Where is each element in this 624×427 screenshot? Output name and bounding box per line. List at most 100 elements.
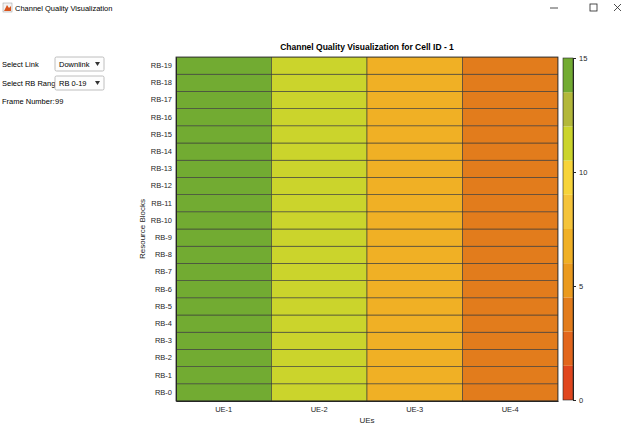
y-tick: RB-17 — [151, 95, 176, 104]
y-tick-label: RB-12 — [151, 181, 172, 190]
x-axis-title: UEs — [359, 416, 374, 425]
cell — [272, 74, 368, 91]
cell — [272, 246, 368, 263]
cell — [463, 212, 559, 229]
cell — [463, 160, 559, 177]
y-tick: RB-4 — [155, 319, 176, 328]
y-tick: RB-14 — [151, 147, 176, 156]
cell — [367, 281, 463, 298]
cell — [463, 57, 559, 74]
dropdown[interactable]: Downlink — [55, 57, 104, 71]
x-tick: UE-1 — [215, 401, 232, 414]
cell — [463, 229, 559, 246]
cell — [463, 349, 559, 366]
cell — [176, 177, 272, 194]
cell — [272, 315, 368, 332]
y-tick: RB-10 — [151, 216, 176, 225]
cell — [176, 160, 272, 177]
cell — [463, 246, 559, 263]
dropdown-value[interactable]: RB 0-19 — [59, 79, 87, 88]
dropdown-value[interactable]: Downlink — [59, 60, 90, 69]
y-tick-label: RB-10 — [151, 216, 172, 225]
y-tick-label: RB-11 — [151, 199, 172, 208]
y-tick: RB-5 — [155, 302, 176, 311]
cell — [176, 298, 272, 315]
x-tick: UE-2 — [311, 401, 328, 414]
dropdown-arrow[interactable] — [95, 62, 100, 66]
colorbar-tick: 5 — [573, 282, 583, 291]
cell — [367, 367, 463, 384]
colorbar-band — [563, 366, 573, 400]
y-tick: RB-11 — [151, 199, 176, 208]
cell — [463, 143, 559, 160]
cell — [272, 281, 368, 298]
colorbar-band — [563, 161, 573, 195]
colorbar-tick-label: 5 — [579, 282, 583, 291]
y-tick: RB-7 — [155, 267, 176, 276]
cell — [367, 315, 463, 332]
cell — [367, 212, 463, 229]
cell — [272, 384, 368, 401]
cell — [463, 384, 559, 401]
dropdown-arrow[interactable] — [95, 81, 100, 85]
y-tick: RB-16 — [151, 113, 176, 122]
app-icon — [3, 3, 12, 12]
y-tick: RB-9 — [155, 233, 176, 242]
cell — [367, 160, 463, 177]
window: Channel Quality VisualizationSelect Link… — [0, 0, 624, 427]
minimize-button[interactable] — [550, 8, 558, 9]
cell — [176, 212, 272, 229]
cell — [463, 315, 559, 332]
dropdown-box[interactable] — [55, 76, 104, 90]
cell — [176, 349, 272, 366]
cell — [272, 263, 368, 280]
cell — [367, 143, 463, 160]
cell — [176, 246, 272, 263]
colorbar-tick-mark — [573, 286, 576, 287]
cell — [367, 298, 463, 315]
cell — [367, 109, 463, 126]
colorbar-band — [563, 195, 573, 229]
cell — [176, 229, 272, 246]
y-tick-label: RB-5 — [155, 302, 172, 311]
cell — [463, 263, 559, 280]
colorbar-band — [563, 332, 573, 366]
colorbar-tick: 10 — [573, 168, 587, 177]
x-tick-label: UE-2 — [311, 405, 328, 414]
y-tick-label: RB-14 — [151, 147, 172, 156]
cell — [176, 109, 272, 126]
close-button[interactable] — [614, 4, 621, 11]
title-bar — [0, 0, 624, 16]
cell — [367, 126, 463, 143]
colorbar-band — [563, 92, 573, 126]
x-tick: UE-4 — [502, 401, 519, 414]
cell — [463, 195, 559, 212]
cell — [367, 384, 463, 401]
cell — [463, 74, 559, 91]
dropdown-box[interactable] — [55, 57, 104, 71]
y-tick-label: RB-8 — [155, 250, 172, 259]
cell — [463, 177, 559, 194]
cell — [367, 57, 463, 74]
cell — [463, 126, 559, 143]
cell — [176, 263, 272, 280]
cell — [367, 74, 463, 91]
cell — [272, 126, 368, 143]
cell — [176, 91, 272, 108]
cell — [367, 246, 463, 263]
cell — [176, 57, 272, 74]
chart-title: Channel Quality Visualization for Cell I… — [280, 42, 454, 52]
cell — [272, 57, 368, 74]
colorbar — [563, 58, 573, 400]
y-tick-label: RB-13 — [151, 164, 172, 173]
colorbar-tick-label: 10 — [579, 168, 587, 177]
colorbar-tick-label: 0 — [579, 396, 583, 405]
cell — [463, 281, 559, 298]
dropdown[interactable]: RB 0-19 — [55, 76, 104, 90]
colorbar-band — [563, 126, 573, 160]
y-tick-label: RB-19 — [151, 61, 172, 70]
y-tick: RB-0 — [155, 388, 176, 397]
cell — [272, 229, 368, 246]
colorbar-band — [563, 263, 573, 297]
maximize-button[interactable] — [590, 4, 597, 11]
